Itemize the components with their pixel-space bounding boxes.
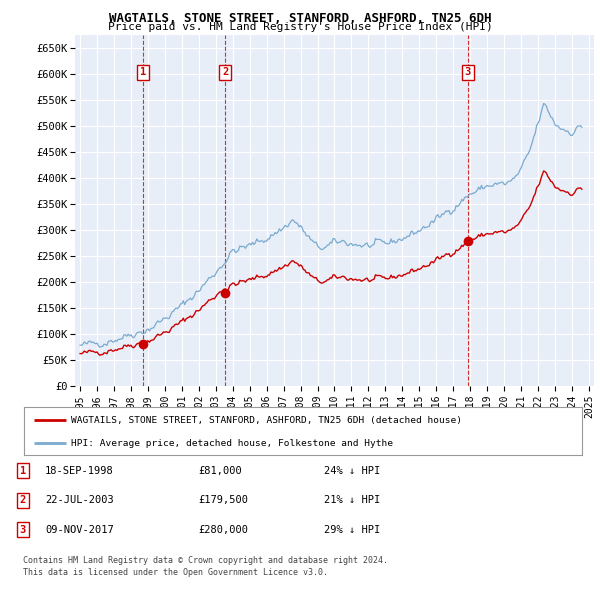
Text: 18-SEP-1998: 18-SEP-1998 xyxy=(45,466,114,476)
Text: 2: 2 xyxy=(20,496,26,505)
Text: £81,000: £81,000 xyxy=(198,466,242,476)
Text: 3: 3 xyxy=(20,525,26,535)
Text: 21% ↓ HPI: 21% ↓ HPI xyxy=(324,496,380,505)
Text: HPI: Average price, detached house, Folkestone and Hythe: HPI: Average price, detached house, Folk… xyxy=(71,439,394,448)
Text: WAGTAILS, STONE STREET, STANFORD, ASHFORD, TN25 6DH: WAGTAILS, STONE STREET, STANFORD, ASHFOR… xyxy=(109,12,491,25)
Text: 09-NOV-2017: 09-NOV-2017 xyxy=(45,525,114,535)
Text: 24% ↓ HPI: 24% ↓ HPI xyxy=(324,466,380,476)
Text: Price paid vs. HM Land Registry's House Price Index (HPI): Price paid vs. HM Land Registry's House … xyxy=(107,22,493,32)
Text: 1: 1 xyxy=(140,67,146,77)
Text: £179,500: £179,500 xyxy=(198,496,248,505)
Text: This data is licensed under the Open Government Licence v3.0.: This data is licensed under the Open Gov… xyxy=(23,568,328,577)
Text: WAGTAILS, STONE STREET, STANFORD, ASHFORD, TN25 6DH (detached house): WAGTAILS, STONE STREET, STANFORD, ASHFOR… xyxy=(71,416,463,425)
Text: 29% ↓ HPI: 29% ↓ HPI xyxy=(324,525,380,535)
Text: Contains HM Land Registry data © Crown copyright and database right 2024.: Contains HM Land Registry data © Crown c… xyxy=(23,556,388,565)
Text: 1: 1 xyxy=(20,466,26,476)
Text: 3: 3 xyxy=(464,67,471,77)
Text: 22-JUL-2003: 22-JUL-2003 xyxy=(45,496,114,505)
Text: £280,000: £280,000 xyxy=(198,525,248,535)
Text: 2: 2 xyxy=(222,67,228,77)
